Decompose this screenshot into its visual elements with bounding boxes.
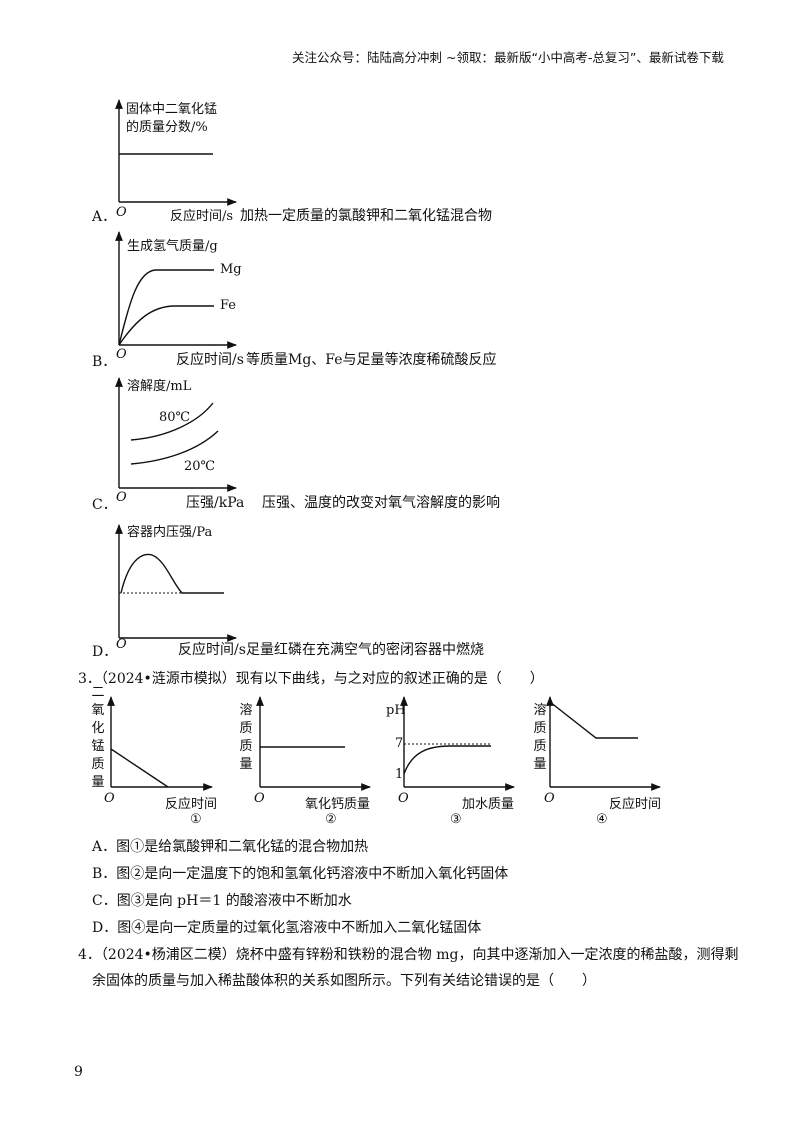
q3-graph-3-ylabel: pH (386, 703, 406, 718)
graph-c-20-label: 20℃ (184, 459, 216, 474)
graph-b-mg-label: Mg (220, 262, 242, 277)
q3-graph-3-xlabel: 加水质量 (462, 797, 515, 812)
graph-d-xlabel: 反应时间/s (178, 642, 246, 658)
q3-graph-2 (256, 696, 371, 791)
option-a-letter: A． (92, 209, 117, 225)
graph-a-xlabel: 反应时间/s (170, 209, 234, 224)
q3-graph-3-curve (403, 745, 491, 775)
graph-d-curve (120, 553, 224, 594)
q3-graph-4-xlabel: 反应时间 (609, 797, 662, 812)
graph-d-origin: O (116, 637, 127, 652)
option-b-letter: B． (92, 354, 117, 370)
graph-d-ylabel: 容器内压强/Pa (127, 525, 213, 540)
graph-a-ylabel-2: 的质量分数/% (126, 120, 208, 135)
page-number: 9 (74, 1064, 83, 1080)
graph-c-80-curve (130, 402, 214, 441)
graph-d (115, 524, 237, 642)
graph-b-fe-label: Fe (220, 298, 237, 313)
q3-graph-4-curve (549, 701, 638, 739)
q3-graph-4-number: ④ (596, 812, 608, 827)
graph-c-20-curve (130, 430, 219, 465)
q3-option-b: B．图②是向一定温度下的饱和氢氧化钙溶液中不断加入氧化钙固体 (92, 866, 509, 882)
graph-b-xlabel: 反应时间/s (176, 352, 244, 368)
q3-graph-2-number: ② (325, 812, 337, 827)
q3-graph-3-origin: O (398, 791, 409, 806)
option-c-desc: 压强、温度的改变对氧气溶解度的影响 (262, 495, 500, 511)
q3-option-c: C．图③是向 pH＝1 的酸溶液中不断加水 (92, 893, 352, 909)
page-header: 关注公众号：陆陆高分冲刺 ~领取：最新版“小中高考-总复习”、最新试卷下载 (292, 50, 724, 65)
option-b-desc: 等质量Mg、Fe与足量等浓度稀硫酸反应 (246, 352, 497, 368)
q4-stem-line-2: 余固体的质量与加入稀盐酸体积的关系如图所示。下列有关结论错误的是（ ） (92, 973, 596, 989)
graph-b-origin: O (116, 347, 127, 362)
q3-graph-1-number: ① (190, 812, 202, 827)
option-d-desc: 足量红磷在充满空气的密闭容器中燃烧 (246, 642, 484, 658)
q3-graph-2-ylabel: 溶质质量 (239, 703, 253, 772)
q3-graph-4-origin: O (544, 791, 555, 806)
q3-option-a: A．图①是给氯酸钾和二氧化锰的混合物加热 (92, 839, 369, 855)
graph-b-ylabel: 生成氢气质量/g (127, 239, 218, 254)
q3-graph-2-xlabel: 氧化钙质量 (305, 797, 371, 812)
q3-graph-1-curve (110, 748, 169, 788)
graph-b-mg-curve (118, 269, 214, 346)
q3-graph-1 (107, 696, 213, 791)
q3-graph-3 (400, 696, 515, 791)
q3-graph-1-ylabel: 二氧化锰质量 (91, 685, 105, 790)
graph-c (115, 377, 237, 492)
option-a-desc: 加热一定质量的氯酸钾和二氧化锰混合物 (240, 208, 492, 224)
q3-graph-1-xlabel: 反应时间 (165, 797, 218, 812)
option-d-letter: D． (92, 644, 118, 660)
q3-graph-3-number: ③ (450, 812, 462, 827)
q3-graph-4-ylabel: 溶质质量 (533, 703, 547, 772)
q3-graph-4 (546, 696, 661, 791)
q3-stem: 3．（2024•涟源市模拟）现有以下曲线，与之对应的叙述正确的是（ ） (78, 671, 544, 687)
q3-option-d: D．图④是向一定质量的过氧化氢溶液中不断加入二氧化锰固体 (92, 920, 482, 936)
graph-a-ylabel-1: 固体中二氧化锰 (126, 102, 218, 117)
q3-graph-3-tick-1: 1 (395, 767, 404, 782)
graph-b-fe-curve (118, 305, 214, 346)
graph-c-xlabel: 压强/kPa (186, 495, 245, 511)
q3-graph-3-tick-7: 7 (395, 736, 404, 751)
graph-c-80-label: 80℃ (159, 410, 191, 425)
graph-b (115, 231, 237, 349)
graph-c-origin: O (116, 490, 127, 505)
q4-stem-line-1: 4．（2024•杨浦区二模）烧杯中盛有锌粉和铁粉的混合物 mg，向其中逐渐加入一… (78, 947, 739, 963)
q3-graph-2-origin: O (254, 791, 265, 806)
graph-c-ylabel: 溶解度/mL (127, 379, 192, 394)
option-c-letter: C． (92, 497, 117, 513)
graph-a-origin: O (116, 205, 127, 220)
q3-graph-1-origin: O (104, 791, 115, 806)
graph-a (115, 99, 237, 206)
